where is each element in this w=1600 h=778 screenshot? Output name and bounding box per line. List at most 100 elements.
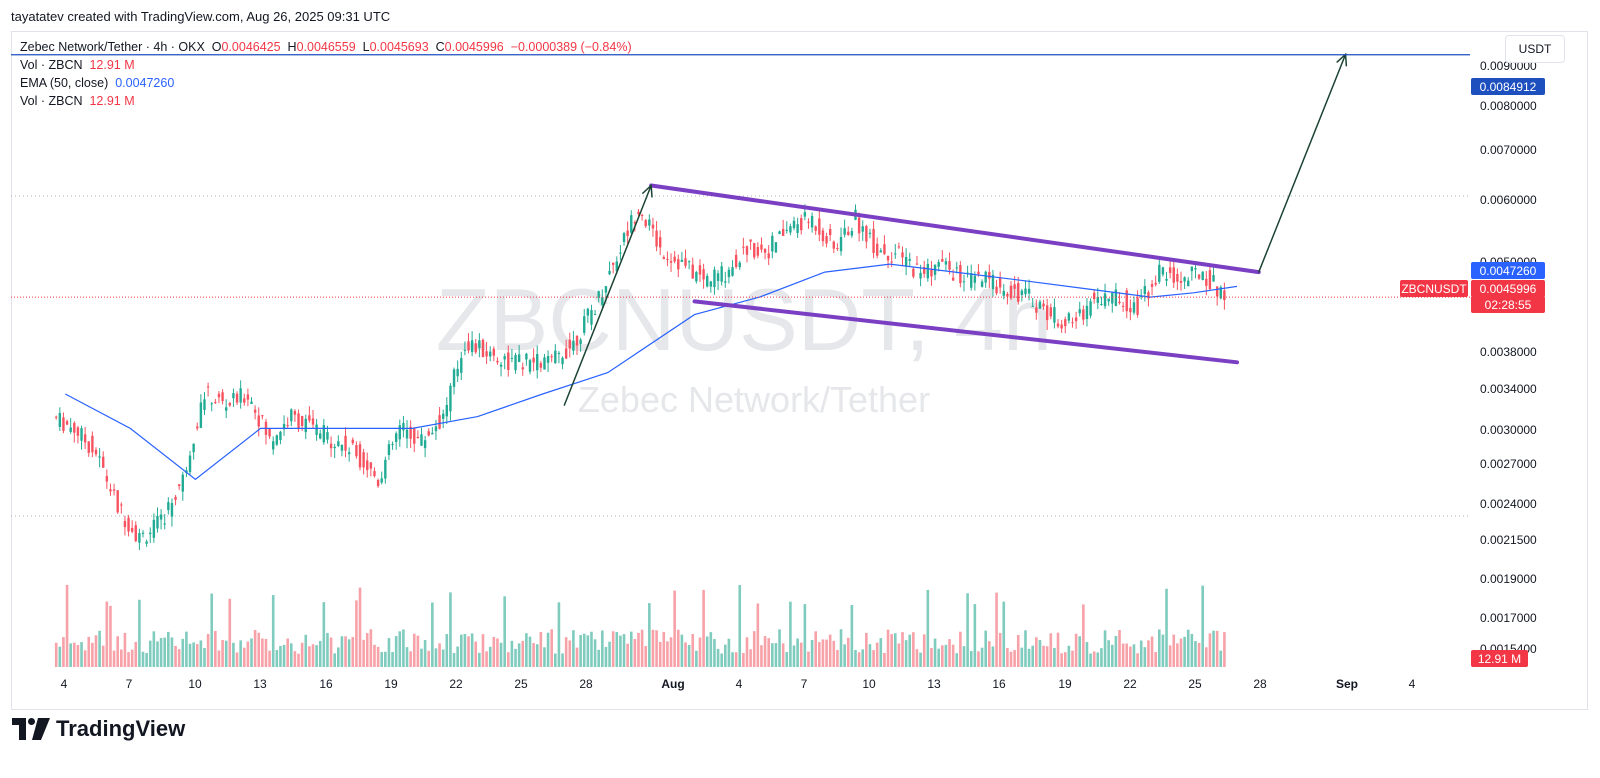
candle	[156, 507, 159, 533]
volume-bar	[590, 631, 593, 667]
candle	[789, 223, 792, 236]
candle	[814, 225, 817, 235]
candle	[709, 280, 713, 293]
currency-selector[interactable]: USDT	[1505, 35, 1565, 63]
volume-bar	[1118, 630, 1121, 667]
legend-volume-label[interactable]: Vol · ZBCN	[20, 58, 83, 72]
volume-bar	[318, 640, 322, 667]
volume-bar	[680, 634, 684, 667]
volume-bar	[796, 638, 799, 667]
volume-bar	[814, 631, 818, 667]
volume-bar	[713, 639, 716, 667]
volume-bar	[991, 646, 995, 667]
volume-bar	[145, 652, 148, 667]
volume-bar	[532, 643, 535, 667]
channel-lower-line[interactable]	[692, 299, 1240, 365]
candle	[1009, 281, 1013, 300]
watermark-name: Zebec Network/Tether	[578, 379, 930, 420]
candle	[460, 351, 463, 380]
volume-bar	[192, 642, 195, 667]
volume-bar	[937, 648, 940, 667]
candle	[329, 436, 333, 457]
volume-bar	[1136, 653, 1139, 667]
candle	[290, 408, 293, 427]
volume-bar	[930, 647, 933, 667]
candle	[127, 514, 130, 537]
volume-bar	[1060, 653, 1063, 667]
candle	[177, 483, 181, 490]
countdown-price-label: 02:28:55	[1471, 296, 1545, 313]
candle	[915, 255, 919, 266]
volume-bar	[742, 653, 745, 667]
candle	[1179, 271, 1183, 291]
volume-bar	[984, 630, 987, 667]
time-tick: Sep	[1336, 677, 1358, 691]
candle	[716, 270, 720, 291]
candle	[250, 397, 253, 404]
volume-bar	[792, 645, 796, 667]
candle	[695, 270, 698, 284]
candle	[796, 217, 799, 238]
legend-ema-label[interactable]: EMA (50, close)	[20, 76, 109, 90]
volume-bar	[510, 640, 514, 667]
volume-bar	[875, 642, 879, 667]
candle	[1064, 316, 1067, 334]
volume-bar	[329, 637, 333, 667]
impulse-arrow[interactable]	[563, 184, 652, 406]
volume-bar	[239, 640, 242, 667]
volume-bar	[112, 650, 116, 667]
volume-bar	[749, 649, 752, 667]
volume-bar	[593, 639, 597, 667]
candle	[308, 406, 311, 423]
chart-frame[interactable]	[11, 31, 1588, 710]
volume-bar	[1154, 652, 1157, 667]
candle	[405, 420, 409, 449]
candle	[315, 418, 318, 441]
candle	[467, 333, 470, 354]
volume-bar	[528, 636, 532, 667]
volume-bar	[91, 642, 94, 667]
channel-upper-line[interactable]	[649, 183, 1261, 275]
volume-bar	[778, 629, 781, 667]
volume-bar	[857, 652, 861, 667]
volume-bar	[492, 636, 496, 667]
candle	[152, 513, 156, 543]
candle	[1100, 296, 1103, 306]
candle	[73, 421, 76, 443]
volume-bar	[962, 646, 966, 667]
candle	[1143, 279, 1147, 302]
candle	[926, 258, 930, 282]
volume-bar	[745, 637, 749, 667]
volume-bar	[257, 632, 261, 667]
candle	[261, 414, 264, 420]
legend-ema-value: 0.0047260	[115, 76, 175, 90]
volume-bar	[391, 652, 394, 667]
candle	[478, 333, 481, 358]
candle	[517, 344, 521, 363]
volume-bar	[434, 648, 438, 667]
target-price-label: 0.0084912	[1471, 78, 1545, 95]
volume-bar	[579, 635, 582, 667]
candle	[1201, 271, 1204, 281]
symbol-watermark: ZBCNUSDT, 4h Zebec Network/Tether	[436, 270, 1052, 420]
candles	[55, 204, 1226, 551]
candle	[366, 452, 369, 478]
legend-close-value: 0.0045996	[444, 40, 504, 54]
volume-bar	[1024, 630, 1027, 667]
legend-symbol[interactable]: Zebec Network/Tether · 4h · OKX	[20, 40, 205, 54]
volume-bar	[890, 634, 893, 667]
candle	[995, 279, 998, 296]
candle	[745, 245, 749, 263]
volume-bar	[767, 638, 770, 667]
volume-bar	[525, 633, 528, 667]
volume-bar	[376, 646, 380, 667]
volume-bar	[369, 629, 373, 667]
candle	[738, 260, 741, 270]
target-arrow[interactable]	[1258, 53, 1347, 273]
volume-bar	[597, 649, 601, 667]
volume-bar	[803, 604, 807, 667]
candle	[948, 252, 951, 275]
volume-bar	[181, 638, 185, 667]
legend-volume2-label[interactable]: Vol · ZBCN	[20, 94, 83, 108]
